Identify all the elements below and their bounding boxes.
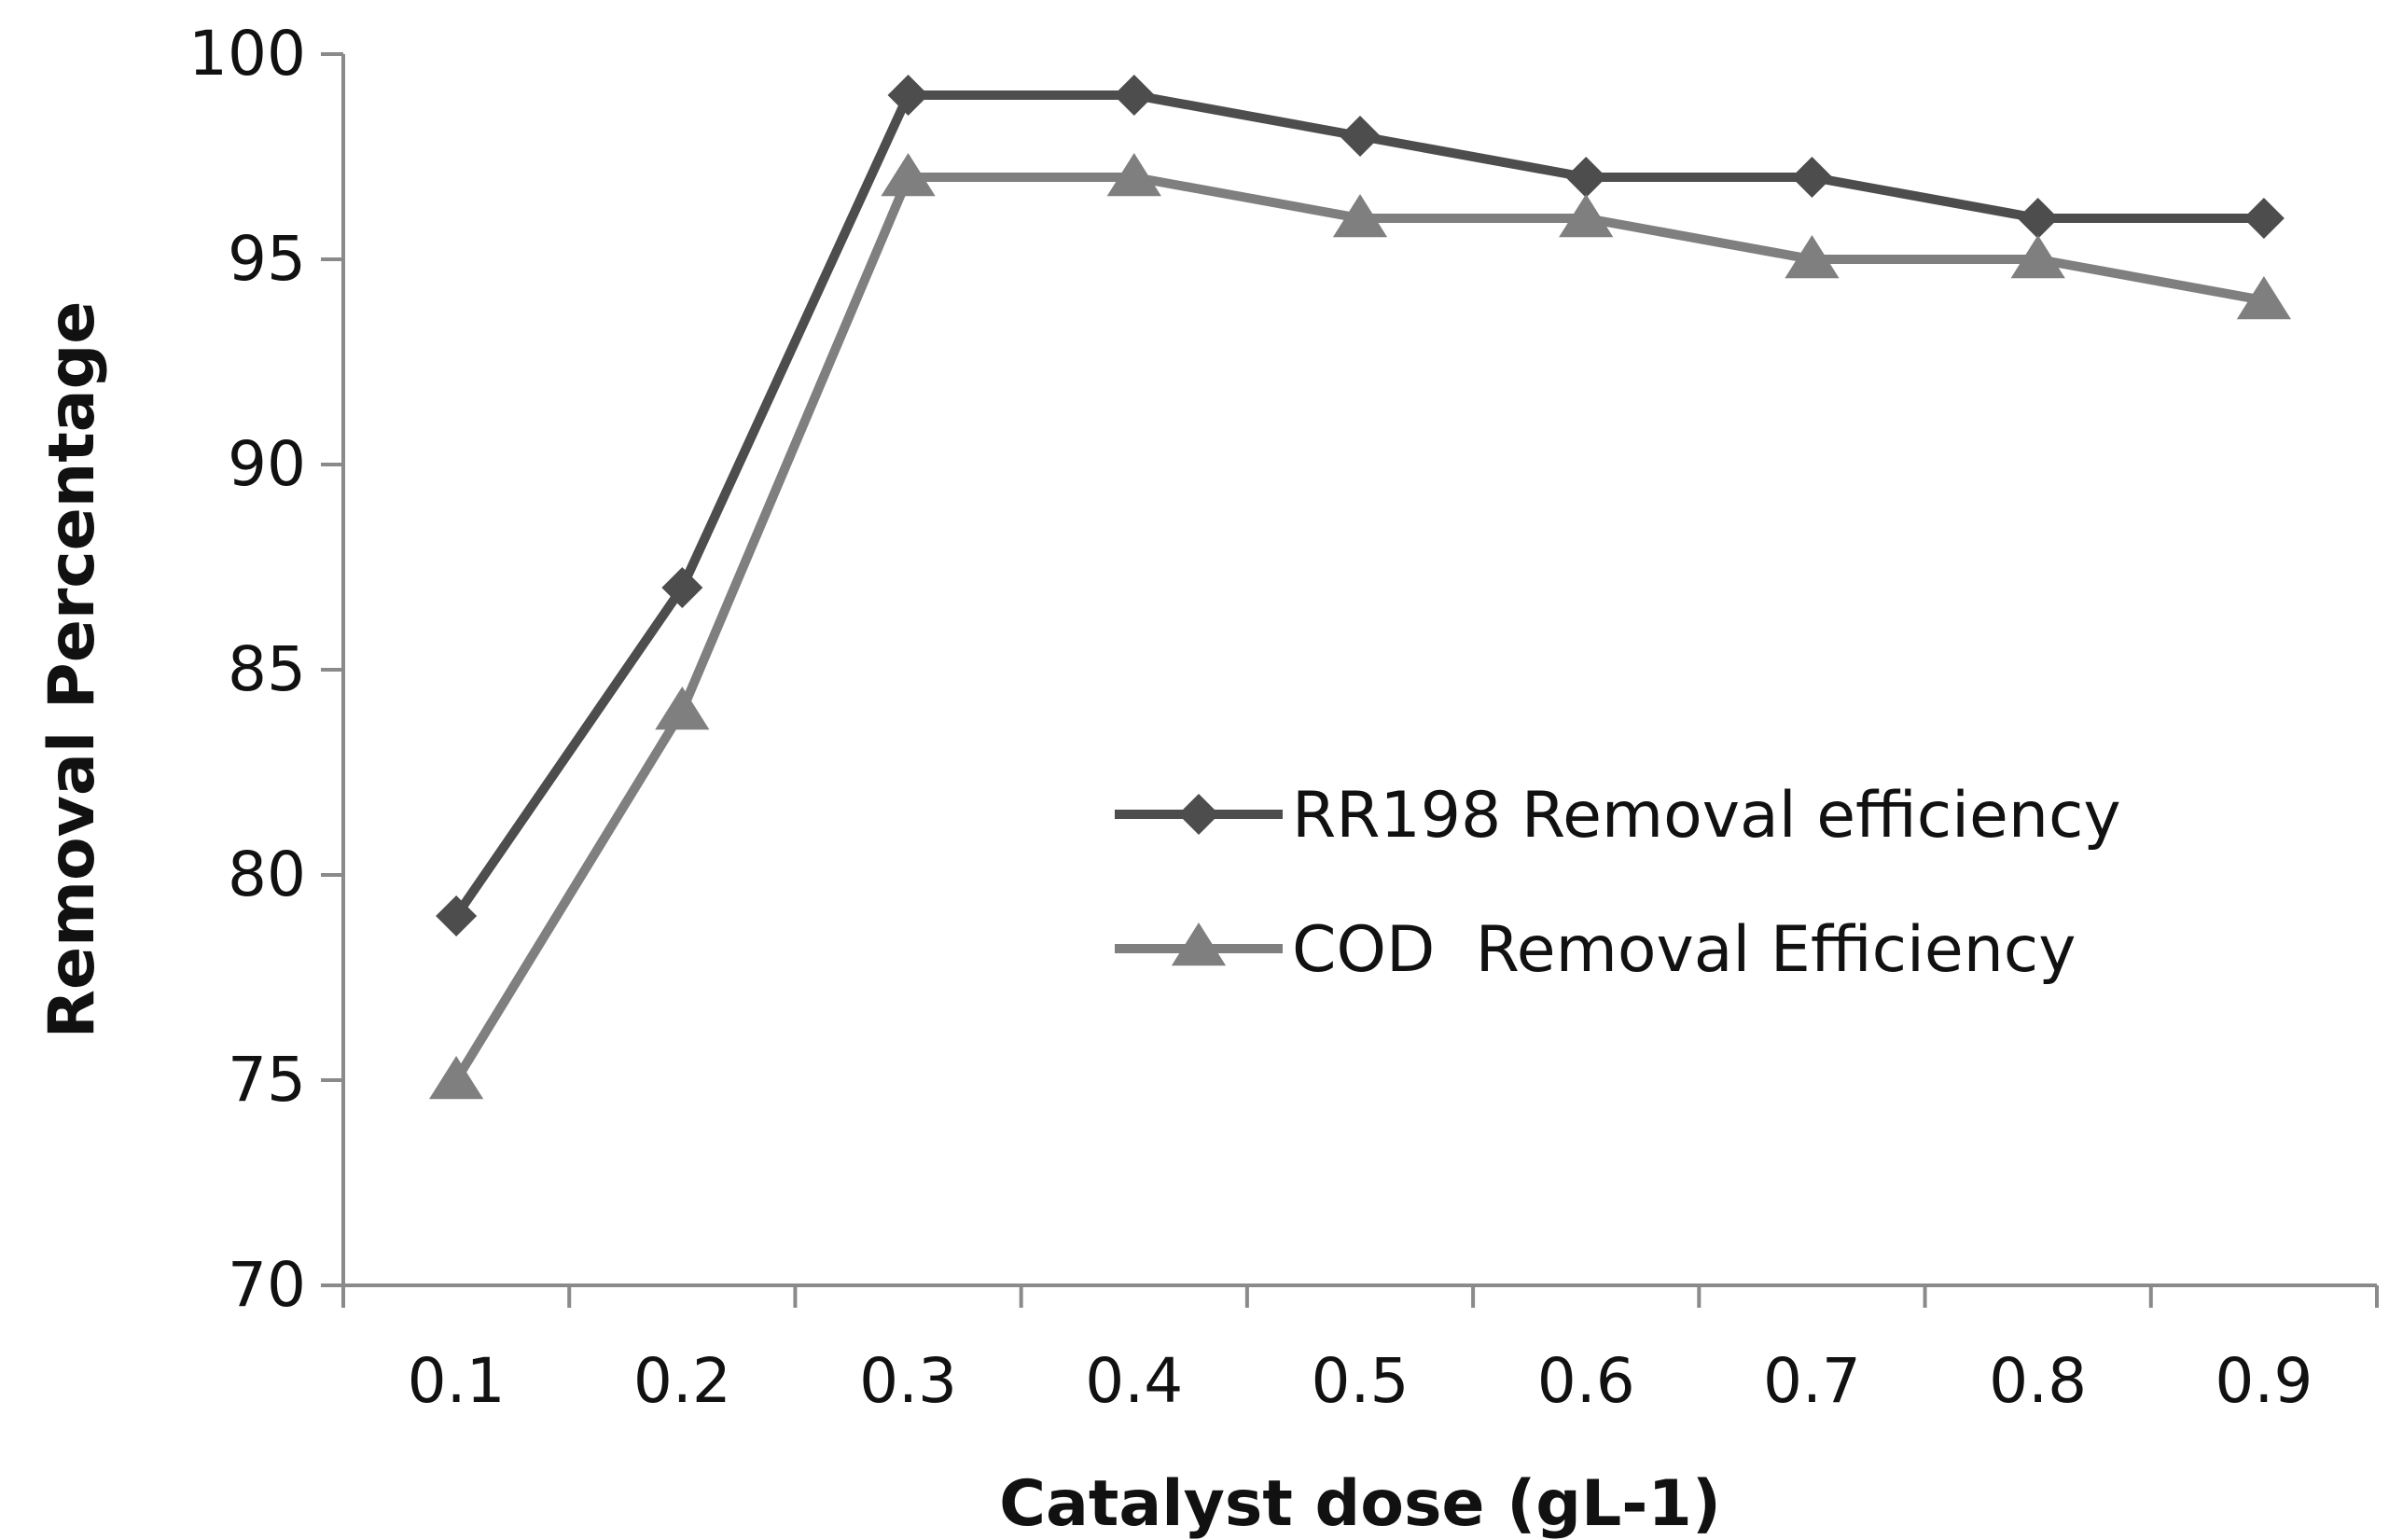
data-point (1106, 153, 1161, 197)
axes (341, 54, 2377, 1287)
data-point (1785, 235, 1840, 279)
legend-label-rr198: RR198 Removal efficiency (1292, 779, 2121, 853)
x-tick-label: 0.2 (633, 1345, 731, 1417)
series-cod (428, 153, 2292, 1100)
data-point (661, 567, 703, 608)
data-point (436, 895, 478, 936)
data-point (881, 153, 936, 197)
legend: RR198 Removal efficiency COD Removal Eff… (1115, 779, 2121, 987)
x-tick-label: 0.4 (1085, 1345, 1183, 1417)
data-point (655, 687, 710, 730)
y-tick-label: 75 (228, 1044, 306, 1116)
series-group (428, 75, 2292, 1100)
data-point (1565, 157, 1607, 198)
data-point (1559, 194, 1614, 238)
y-tick-label: 80 (228, 839, 306, 910)
x-axis-title: Catalyst dose (gL-1) (999, 1467, 1721, 1540)
data-point (2017, 198, 2059, 239)
data-point (2243, 198, 2285, 239)
legend-marker-triangle (1171, 923, 1227, 966)
x-tick-label: 0.3 (859, 1345, 957, 1417)
y-axis-title: Removal Percentage (35, 301, 109, 1039)
data-point (428, 1056, 484, 1100)
data-point (1332, 194, 1388, 238)
data-point (1340, 116, 1381, 157)
series-rr198 (436, 75, 2285, 936)
data-point (2010, 235, 2065, 279)
legend-item-cod: COD Removal Efficiency (1115, 913, 2076, 987)
y-tick-label: 90 (228, 428, 306, 500)
x-axis-ticks: 0.1 0.2 0.3 0.4 0.5 0.6 0.7 0.8 0.9 (341, 1285, 2379, 1417)
y-tick-label: 100 (188, 18, 306, 90)
data-point (1113, 75, 1155, 116)
y-tick-label: 70 (228, 1249, 306, 1321)
legend-label-cod: COD Removal Efficiency (1292, 913, 2076, 987)
legend-item-rr198: RR198 Removal efficiency (1115, 779, 2121, 853)
data-point (887, 75, 929, 116)
x-tick-label: 0.8 (1989, 1345, 2087, 1417)
y-tick-label: 95 (228, 223, 306, 295)
x-tick-label: 0.6 (1537, 1345, 1635, 1417)
legend-marker-diamond (1178, 794, 1219, 835)
x-tick-label: 0.5 (1312, 1345, 1410, 1417)
x-tick-label: 0.9 (2215, 1345, 2313, 1417)
data-point (1791, 157, 1833, 198)
data-point (2236, 276, 2292, 320)
y-tick-label: 85 (228, 633, 306, 705)
x-tick-label: 0.1 (408, 1345, 506, 1417)
x-tick-label: 0.7 (1763, 1345, 1861, 1417)
y-axis-ticks: 70 75 80 85 90 95 100 (188, 18, 343, 1321)
